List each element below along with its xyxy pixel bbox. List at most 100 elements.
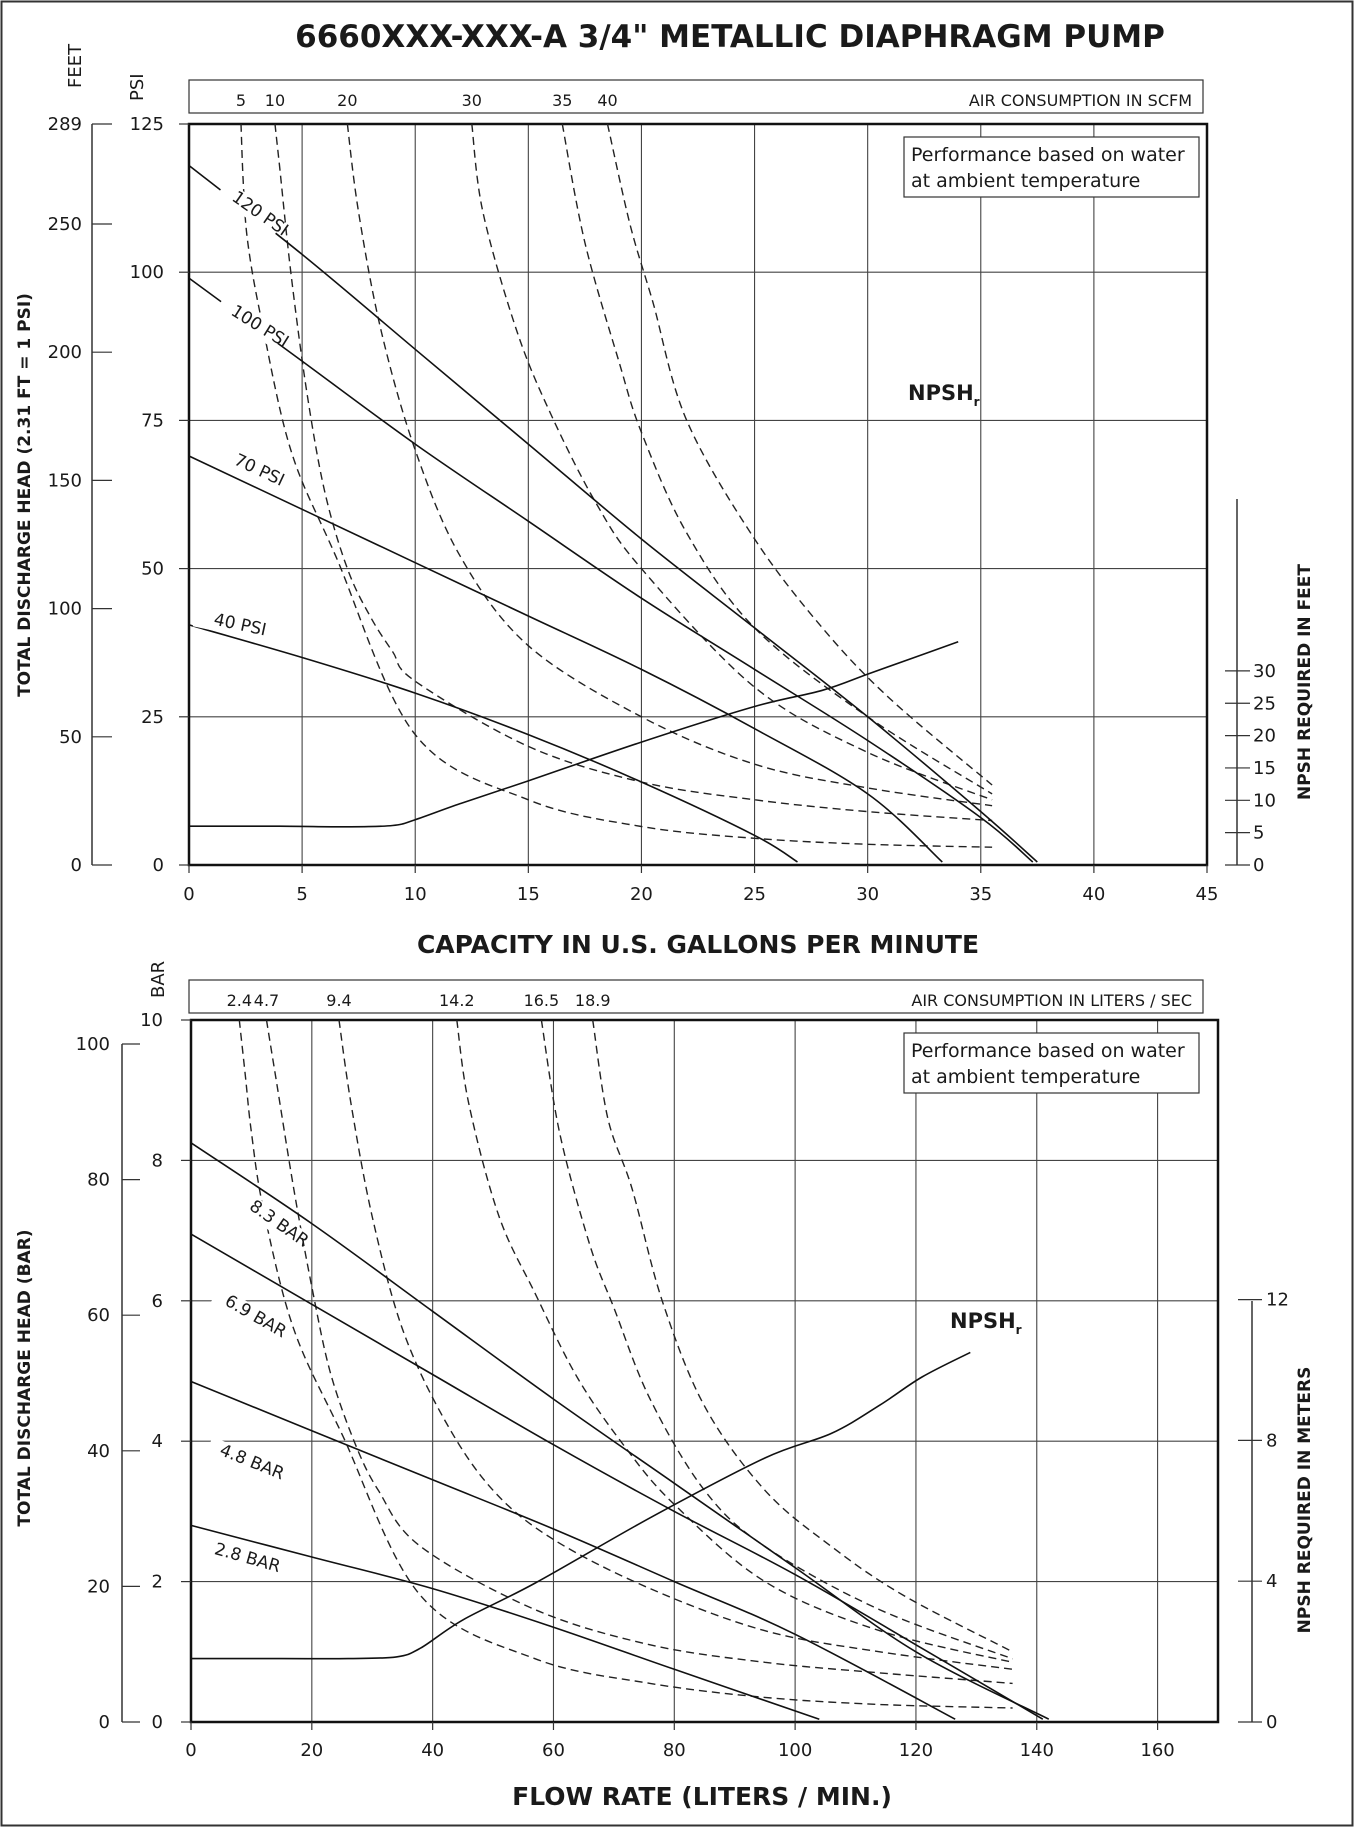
pressure-curve xyxy=(190,1380,956,1720)
x-tick-label: 30 xyxy=(856,884,879,905)
x-tick-label: 5 xyxy=(296,884,307,905)
top-right-axis-title: NPSH REQUIRED IN FEET xyxy=(1295,564,1315,800)
top-air-band xyxy=(188,79,1204,114)
pressure-curve-label-bg xyxy=(192,606,266,641)
bottom-x-ticks: 0 20 40 60 80 100 120 140 160 xyxy=(185,1722,1175,1761)
bottom-grid xyxy=(191,1020,1218,1722)
air-consumption-curve xyxy=(456,1019,1013,1663)
x-tick-label: 35 xyxy=(969,884,992,905)
x-tick-label: 100 xyxy=(778,1740,812,1761)
air-consumption-curve xyxy=(540,1019,1013,1660)
npsh-curve xyxy=(188,641,959,828)
outer-y-tick-label: 289 xyxy=(48,114,82,135)
x-tick-label: 140 xyxy=(1020,1740,1054,1761)
outer-y-tick-label: 250 xyxy=(48,214,82,235)
top-air-ticks: 5 10 20 30 35 40 xyxy=(236,91,618,110)
right-y-tick-label: 0 xyxy=(1266,1712,1277,1733)
npsh-curve xyxy=(191,1351,971,1660)
bottom-performance-note-box xyxy=(903,1032,1200,1094)
outer-y-tick-label: 60 xyxy=(87,1305,110,1326)
bottom-pressure-curves: 8.3 BAR 6.9 BAR 4.8 BAR 2.8 BAR xyxy=(190,1142,1050,1720)
air-consumption-tick-label: 10 xyxy=(265,91,285,110)
outer-y-tick-label: 0 xyxy=(71,855,82,876)
npsh-curve-label: NPSHr xyxy=(908,381,980,409)
bottom-air-axis-label: AIR CONSUMPTION IN LITERS / SEC xyxy=(911,991,1192,1010)
top-grid xyxy=(189,124,1207,865)
air-consumption-curve xyxy=(592,1019,1013,1653)
bottom-plot-border xyxy=(189,1018,1220,1724)
x-tick-label: 0 xyxy=(183,884,194,905)
air-consumption-tick-label: 18.9 xyxy=(575,991,611,1010)
pressure-curve-label: 2.8 BAR xyxy=(212,1539,283,1577)
bottom-right-ticks: 12 8 4 0 xyxy=(1238,1290,1289,1733)
top-npsh-curve-group: NPSHr xyxy=(188,381,980,828)
outer-y-tick-label: 40 xyxy=(87,1441,110,1462)
air-consumption-curve xyxy=(606,123,993,786)
air-consumption-curve xyxy=(561,123,993,795)
pressure-curve-label: 4.8 BAR xyxy=(217,1440,287,1484)
x-tick-label: 10 xyxy=(404,884,427,905)
x-tick-label: 20 xyxy=(630,884,653,905)
x-tick-label: 20 xyxy=(300,1740,323,1761)
inner-y-tick-label: 6 xyxy=(152,1291,163,1312)
x-tick-label: 60 xyxy=(542,1740,565,1761)
air-consumption-tick-label: 35 xyxy=(552,91,572,110)
pressure-curve-label: 6.9 BAR xyxy=(221,1291,290,1342)
npsh-curve-label-subscript: r xyxy=(1016,1323,1022,1337)
top-chart: AIR CONSUMPTION IN SCFM 5 10 20 30 35 40 120 … xyxy=(15,43,1315,959)
air-consumption-curve xyxy=(265,1019,1013,1685)
outer-y-tick-label: 150 xyxy=(48,470,82,491)
top-air-curves xyxy=(240,123,993,848)
bottom-right-axis-title: NPSH REQUIRED IN METERS xyxy=(1295,1367,1315,1634)
right-y-tick-label: 15 xyxy=(1253,758,1276,779)
right-y-tick-label: 10 xyxy=(1253,790,1276,811)
x-tick-label: 25 xyxy=(743,884,766,905)
bottom-note-line-2: at ambient temperature xyxy=(911,1066,1140,1088)
top-performance-note-box xyxy=(903,136,1200,198)
top-x-axis-title: CAPACITY IN U.S. GALLONS PER MINUTE xyxy=(417,930,979,959)
pressure-curve-label: 8.3 BAR xyxy=(245,1196,312,1251)
inner-y-tick-label: 2 xyxy=(152,1572,163,1593)
inner-y-tick-label: 50 xyxy=(141,559,164,580)
inner-y-tick-label: 75 xyxy=(141,410,164,431)
pressure-curve-label-bg xyxy=(200,1536,273,1576)
outer-y-tick-label: 100 xyxy=(48,599,82,620)
pressure-curve xyxy=(188,164,1038,863)
npsh-curve-label-subscript: r xyxy=(974,395,980,409)
top-note-line-1: Performance based on water xyxy=(911,144,1185,166)
inner-y-tick-label: 25 xyxy=(141,707,164,728)
pressure-curve xyxy=(188,624,798,863)
right-y-tick-label: 4 xyxy=(1266,1571,1277,1592)
top-note-line-2: at ambient temperature xyxy=(911,170,1140,192)
air-consumption-tick-label: 9.4 xyxy=(326,991,351,1010)
air-consumption-tick-label: 40 xyxy=(597,91,617,110)
air-consumption-curve xyxy=(471,123,993,801)
top-plot-border xyxy=(187,122,1209,867)
top-air-axis-label: AIR CONSUMPTION IN SCFM xyxy=(969,91,1192,110)
outer-y-tick-label: 0 xyxy=(99,1712,110,1733)
top-feet-axis-label: FEET xyxy=(65,43,86,88)
inner-y-tick-label: 100 xyxy=(130,262,164,283)
pressure-curve-label-bg xyxy=(215,180,285,237)
chart-title: 6660XXX-XXX-A 3/4" METALLIC DIAPHRAGM PU… xyxy=(295,19,1165,55)
npsh-curve-label: NPSHr xyxy=(950,1309,1022,1337)
pressure-curve xyxy=(188,277,1034,863)
x-tick-label: 40 xyxy=(421,1740,444,1761)
pressure-curve-label-bg xyxy=(212,442,285,491)
bottom-left-axis-title: TOTAL DISCHARGE HEAD (BAR) xyxy=(15,1229,35,1526)
air-consumption-curve xyxy=(238,1019,1013,1709)
x-tick-label: 45 xyxy=(1196,884,1219,905)
air-consumption-curve xyxy=(346,123,993,807)
top-right-ticks: 30 25 20 15 10 5 0 xyxy=(1225,661,1276,876)
outer-y-tick-label: 100 xyxy=(76,1034,110,1055)
bottom-bar-axis-label: BAR xyxy=(148,961,169,998)
pressure-curve-label-bg xyxy=(214,294,285,349)
x-tick-label: 80 xyxy=(663,1740,686,1761)
bottom-chart: AIR CONSUMPTION IN LITERS / SEC 2.4 4.7 9.… xyxy=(15,961,1315,1811)
right-y-tick-label: 5 xyxy=(1253,823,1264,844)
top-left-axis-title: TOTAL DISCHARGE HEAD (2.31 FT = 1 PSI) xyxy=(15,293,35,697)
air-consumption-tick-label: 30 xyxy=(462,91,482,110)
